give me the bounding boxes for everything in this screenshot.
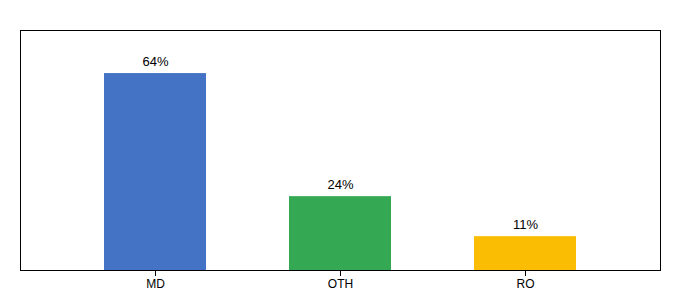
- svg-text:24%: 24%: [327, 177, 353, 192]
- svg-text:11%: 11%: [513, 217, 538, 232]
- svg-text:64%: 64%: [142, 54, 168, 69]
- svg-text:OTH: OTH: [328, 277, 353, 291]
- svg-text:RO: RO: [517, 277, 535, 291]
- svg-text:MD: MD: [146, 277, 165, 291]
